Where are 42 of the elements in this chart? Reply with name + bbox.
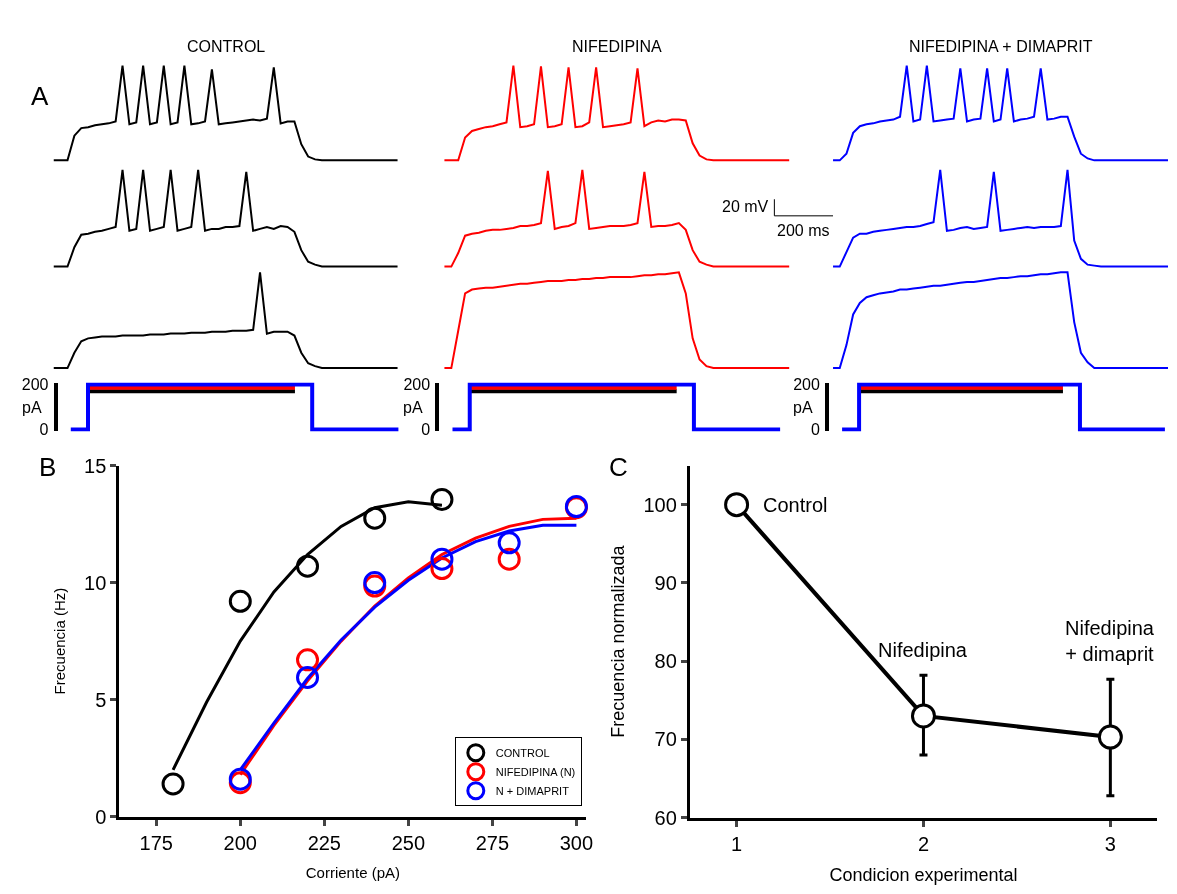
x-tick-label: 1 (731, 832, 743, 855)
y-axis-title: pA (22, 399, 42, 416)
x-axis-title: Condicion experimental (829, 864, 1018, 885)
y-tick-label: 70 (654, 728, 677, 751)
annotation: Control (763, 494, 828, 516)
text: A (31, 81, 49, 111)
y-tick-label: 60 (654, 806, 677, 829)
x-tick-label: 3 (1104, 832, 1116, 855)
annotation: Nifedipina (878, 639, 968, 661)
y-axis-title: Frecuencia (Hz) (51, 587, 69, 695)
x-tick-label: 275 (475, 831, 510, 854)
y-axis-title: Frecuencia normalizada (607, 544, 628, 738)
x-tick-label: 200 (223, 831, 257, 854)
text: C (609, 452, 628, 482)
chart-title: CONTROL (187, 38, 266, 55)
y-tick-label: 0 (421, 421, 431, 439)
y-tick-label: 5 (95, 688, 107, 711)
y-axis-title: pA (403, 399, 423, 416)
y-tick-label: 90 (654, 571, 677, 594)
y-tick-label: 80 (654, 650, 677, 673)
legend-label: N + DIMAPRIT (495, 785, 570, 797)
x-tick-label: 300 (559, 831, 594, 854)
y-tick-label: 0 (95, 805, 107, 828)
annotation: 20 mV (722, 198, 769, 215)
x-tick-label: 225 (307, 831, 341, 854)
annotation: 200 ms (777, 222, 830, 239)
x-axis-title: Corriente (pA) (305, 863, 400, 881)
y-tick-label: 0 (39, 421, 49, 439)
y-tick-label: 0 (810, 421, 820, 439)
y-tick-label: 15 (84, 454, 107, 477)
legend-label: NIFEDIPINA (N) (495, 766, 576, 778)
chart-title: NIFEDIPINA + DIMAPRIT (909, 38, 1093, 55)
x-tick-label: 2 (917, 832, 930, 855)
y-axis-title: pA (793, 399, 813, 416)
legend-label: CONTROL (495, 747, 550, 759)
annotation: Nifedipina + dimaprit (1065, 617, 1155, 665)
x-tick-label: 175 (139, 831, 173, 854)
x-tick-label: 250 (391, 831, 426, 854)
chart-title: NIFEDIPINA (572, 38, 663, 55)
y-tick-label: 10 (84, 571, 107, 594)
y-tick-label: 100 (643, 493, 677, 516)
text: B (39, 452, 57, 482)
